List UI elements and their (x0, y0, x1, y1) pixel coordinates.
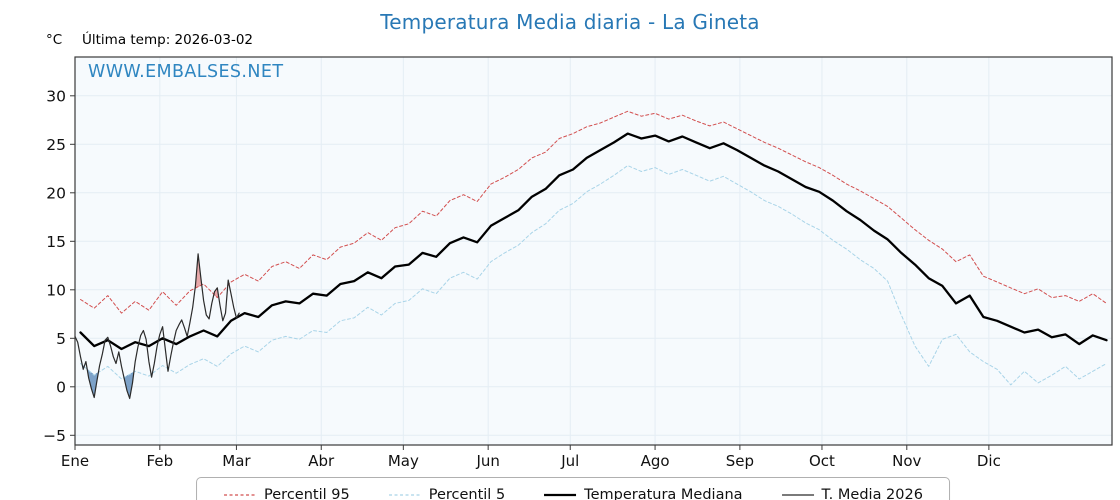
x-tick-label: Sep (726, 452, 754, 470)
x-tick-label: Abr (308, 452, 335, 470)
plot-area (75, 57, 1112, 445)
series-line-t-media-2026 (74, 253, 240, 399)
y-tick-label: 15 (46, 233, 66, 251)
x-tick-label: Mar (222, 452, 251, 470)
series-line-percentil-95 (80, 110, 1107, 314)
x-tick-label: Nov (892, 452, 921, 470)
x-tick-label: May (388, 452, 419, 470)
chart-title: Temperatura Media diaria - La Gineta (380, 10, 760, 34)
x-tick-label: Ene (61, 452, 89, 470)
legend-swatch-t-media-2026-icon (781, 494, 814, 496)
x-tick-label: Ago (641, 452, 670, 470)
legend-item-percentil-95: Percentil 95 (223, 487, 350, 500)
legend-label: Temperatura Mediana (584, 487, 743, 500)
legend-swatch-temperatura-mediana-icon (544, 493, 577, 497)
x-tick-label: Oct (809, 452, 835, 470)
x-tick-label: Jun (475, 452, 499, 470)
legend-label: T. Media 2026 (821, 487, 923, 500)
legend: Percentil 95 Percentil 5 Temperatura Media… (196, 477, 950, 500)
y-tick-label: 20 (46, 184, 66, 202)
y-tick-label: 5 (56, 330, 66, 348)
legend-item-t-media-2026: T. Media 2026 (781, 487, 923, 500)
y-tick-label: 25 (46, 136, 66, 154)
plot-frame (74, 56, 1113, 446)
legend-label: Percentil 95 (264, 487, 350, 500)
y-tick-label: −5 (43, 427, 66, 445)
legend-swatch-percentil-95-icon (224, 494, 257, 496)
x-tick-label: Jul (560, 452, 579, 470)
x-tick-label: Dic (977, 452, 1001, 470)
legend-swatch-percentil-5-icon (388, 494, 421, 496)
y-axis-unit-label: °C (46, 32, 63, 48)
watermark: WWW.EMBALSES.NET (88, 62, 284, 82)
series-line-temperatura-mediana (79, 132, 1108, 351)
y-tick-label: 30 (46, 87, 66, 105)
legend-label: Percentil 5 (428, 487, 506, 500)
y-tick-label: 10 (46, 281, 66, 299)
series-line-percentil-5 (80, 165, 1107, 386)
legend-item-percentil-5: Percentil 5 (388, 487, 505, 500)
legend-item-temperatura-mediana: Temperatura Mediana (543, 487, 743, 500)
y-tick-label: 0 (56, 378, 66, 396)
x-tick-label: Feb (147, 452, 174, 470)
last-temp-label: Última temp: 2026-03-02 (82, 32, 254, 48)
